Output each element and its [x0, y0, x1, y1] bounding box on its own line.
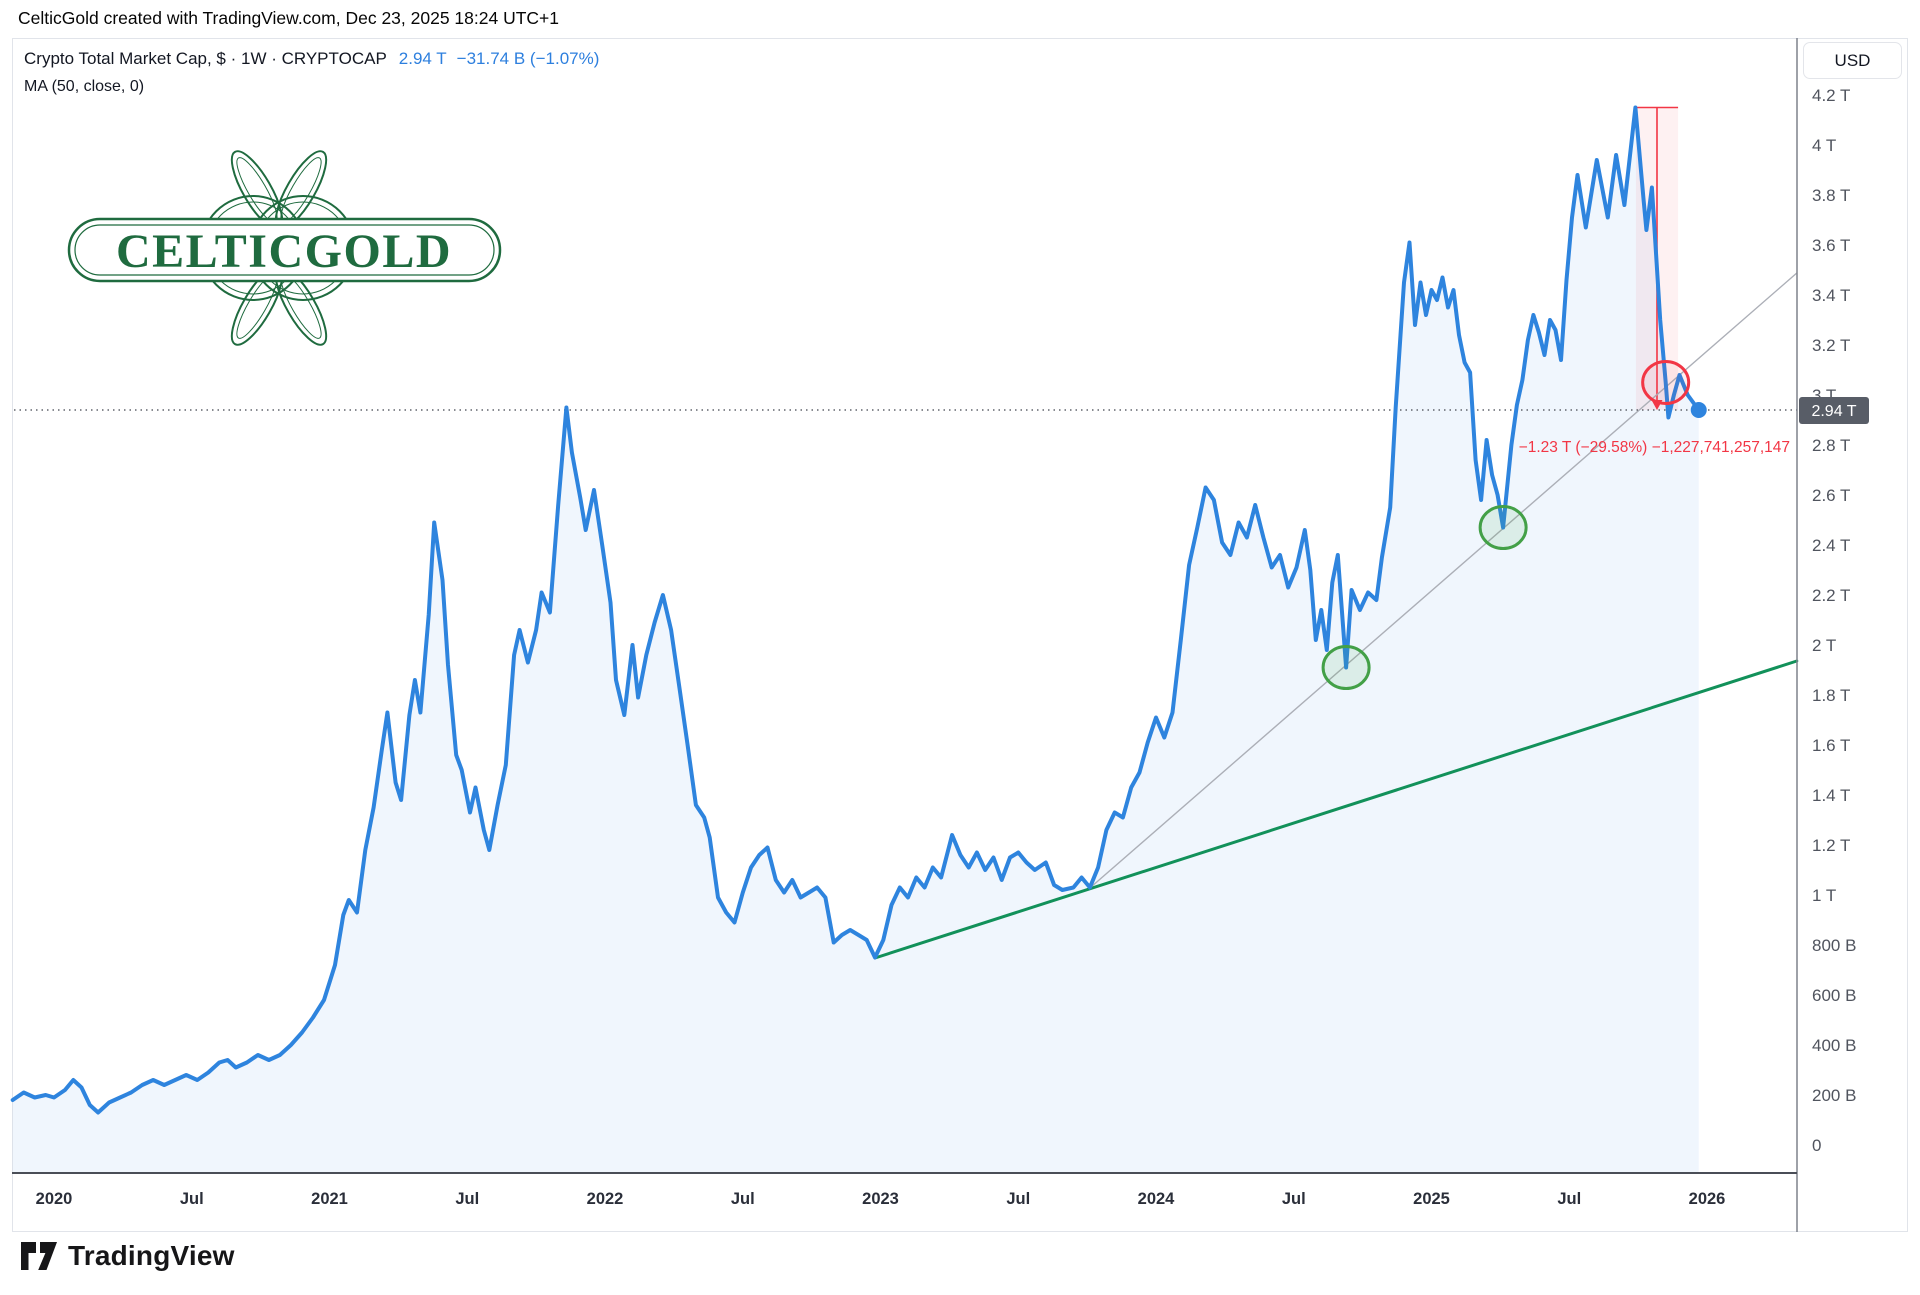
price-tick-label[interactable]: 400 B [1812, 1036, 1856, 1055]
price-tick-label[interactable]: 2 T [1812, 636, 1836, 655]
price-tick-label[interactable]: 4.2 T [1812, 86, 1850, 105]
time-tick-label[interactable]: Jul [180, 1190, 204, 1208]
price-tick-label[interactable]: 2.4 T [1812, 536, 1850, 555]
time-tick-label[interactable]: 2020 [36, 1190, 73, 1208]
measurement-label: −1.23 T (−29.58%) −1,227,741,257,147 [1519, 439, 1790, 456]
price-tick-label[interactable]: 1 T [1812, 886, 1836, 905]
attribution-text: CelticGold created with TradingView.com,… [18, 8, 560, 28]
currency-usd-button[interactable]: USD [1803, 42, 1902, 79]
symbol-title: Crypto Total Market Cap, $ · 1W · CRYPTO… [24, 49, 387, 68]
trendline-breakdown-circle[interactable] [1641, 360, 1691, 405]
time-tick-label[interactable]: Jul [731, 1190, 755, 1208]
logo-banner [67, 217, 502, 283]
tradingview-wordmark: TradingView [68, 1240, 235, 1271]
price-tick-label[interactable]: 3.8 T [1812, 186, 1850, 205]
time-tick-label[interactable]: Jul [1557, 1190, 1581, 1208]
trendline-touch-1-circle[interactable] [1321, 645, 1371, 690]
price-tick-label[interactable]: 1.2 T [1812, 836, 1850, 855]
price-tick-label[interactable]: 2.2 T [1812, 586, 1850, 605]
last-value: 2.94 T [398, 49, 447, 68]
trendline-touch-2-circle[interactable] [1478, 505, 1528, 550]
legend-indicator-row[interactable]: MA (50, close, 0) [24, 75, 599, 100]
chart-legend[interactable]: Crypto Total Market Cap, $ · 1W · CRYPTO… [24, 46, 599, 100]
price-tick-label[interactable]: 200 B [1812, 1086, 1856, 1105]
legend-symbol-row[interactable]: Crypto Total Market Cap, $ · 1W · CRYPTO… [24, 46, 599, 72]
logo-wordmark: CELTICGOLD [116, 225, 452, 278]
time-tick-label[interactable]: Jul [1282, 1190, 1306, 1208]
price-tick-label[interactable]: 3.2 T [1812, 336, 1850, 355]
price-tick-label[interactable]: 3.6 T [1812, 236, 1850, 255]
time-tick-label[interactable]: 2023 [862, 1190, 899, 1208]
price-tick-label[interactable]: 1.4 T [1812, 786, 1850, 805]
price-tick-label[interactable]: 2.8 T [1812, 436, 1850, 455]
time-tick-label[interactable]: 2021 [311, 1190, 348, 1208]
market-cap-area-fill [12, 107, 1699, 1172]
price-tick-label[interactable]: 2.6 T [1812, 486, 1850, 505]
time-tick-label[interactable]: Jul [1006, 1190, 1030, 1208]
last-price-dot [1690, 402, 1707, 418]
time-tick-label[interactable]: Jul [455, 1190, 479, 1208]
price-tick-label[interactable]: 0 [1812, 1136, 1821, 1155]
time-tick-label[interactable]: 2022 [587, 1190, 624, 1208]
tradingview-footer[interactable]: TradingView [20, 1240, 235, 1272]
time-tick-label[interactable]: 2024 [1138, 1190, 1176, 1208]
last-price-badge [1799, 397, 1869, 424]
celticgold-logo: CELTICGOLD [67, 150, 502, 346]
price-tick-label[interactable]: 1.6 T [1812, 736, 1850, 755]
market-cap-line[interactable] [10, 105, 1701, 1115]
time-tick-label[interactable]: 2026 [1689, 1190, 1726, 1208]
price-tick-label[interactable]: 800 B [1812, 936, 1856, 955]
price-tick-label[interactable]: 3.4 T [1812, 286, 1850, 305]
change-value: −31.74 B (−1.07%) [456, 49, 600, 68]
price-tick-label[interactable]: 1.8 T [1812, 686, 1850, 705]
tradingview-mark-icon [21, 1242, 57, 1270]
price-tick-label[interactable]: 4 T [1812, 136, 1836, 155]
green-support-trendline[interactable] [873, 659, 1799, 960]
last-price-badge-text: 2.94 T [1811, 403, 1856, 420]
time-tick-label[interactable]: 2025 [1413, 1190, 1450, 1208]
ma-indicator-label: MA (50, close, 0) [24, 78, 145, 96]
price-tick-label[interactable]: 600 B [1812, 986, 1856, 1005]
